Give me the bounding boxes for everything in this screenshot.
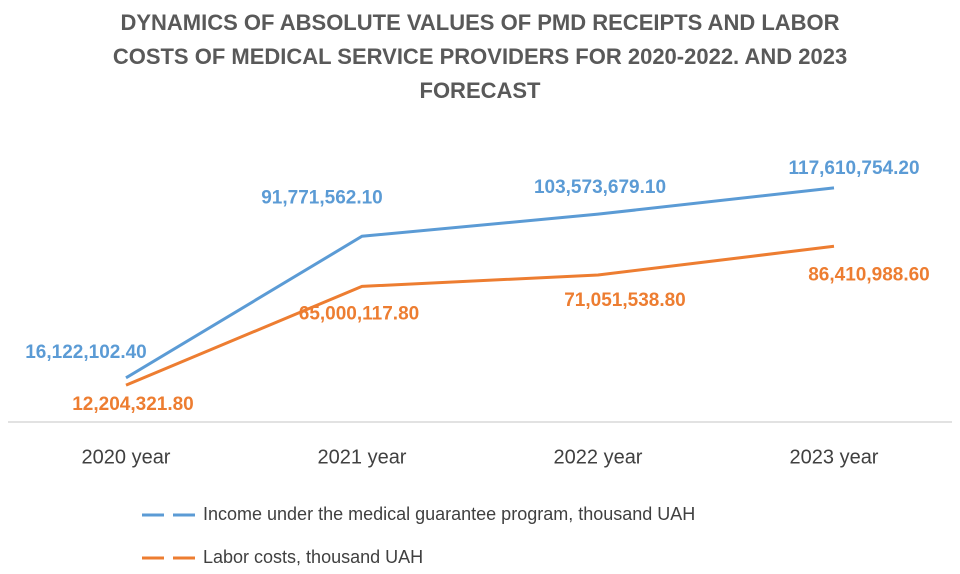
data-label: 71,051,538.80 bbox=[564, 290, 686, 311]
data-label: 12,204,321.80 bbox=[72, 394, 194, 415]
series-line bbox=[125, 186, 835, 380]
series-line bbox=[125, 244, 835, 387]
chart-title: DYNAMICS OF ABSOLUTE VALUES OF PMD RECEI… bbox=[113, 10, 847, 103]
data-label: 91,771,562.10 bbox=[261, 187, 383, 208]
x-tick-label: 2023 year bbox=[790, 446, 879, 468]
data-label: 117,610,754.20 bbox=[788, 158, 919, 179]
data-label: 86,410,988.60 bbox=[808, 264, 930, 285]
x-tick-label: 2022 year bbox=[554, 446, 643, 468]
data-label: 16,122,102.40 bbox=[25, 342, 147, 363]
legend-label: Income under the medical guarantee progr… bbox=[203, 504, 695, 524]
x-tick-label: 2020 year bbox=[82, 446, 171, 468]
legend-label: Labor costs, thousand UAH bbox=[203, 547, 423, 567]
data-label: 65,000,117.80 bbox=[299, 303, 419, 324]
data-label: 103,573,679.10 bbox=[534, 177, 666, 198]
x-tick-label: 2021 year bbox=[318, 446, 407, 468]
